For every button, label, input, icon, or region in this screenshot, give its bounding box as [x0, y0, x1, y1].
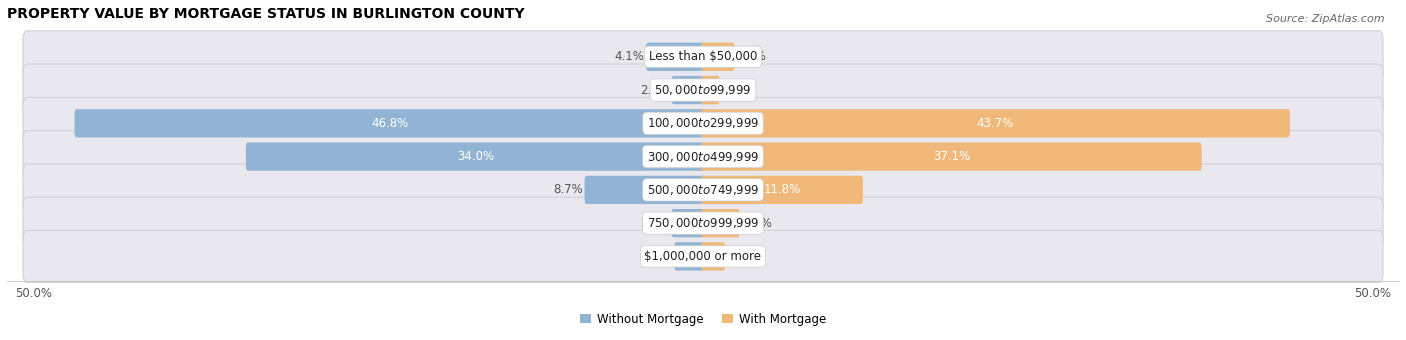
FancyBboxPatch shape [647, 42, 704, 71]
FancyBboxPatch shape [22, 164, 1384, 216]
FancyBboxPatch shape [22, 97, 1384, 149]
Text: 11.8%: 11.8% [763, 183, 800, 197]
FancyBboxPatch shape [246, 142, 704, 171]
Legend: Without Mortgage, With Mortgage: Without Mortgage, With Mortgage [575, 308, 831, 330]
FancyBboxPatch shape [22, 131, 1384, 183]
Text: 37.1%: 37.1% [932, 150, 970, 163]
Text: Source: ZipAtlas.com: Source: ZipAtlas.com [1267, 14, 1385, 23]
FancyBboxPatch shape [702, 76, 720, 104]
FancyBboxPatch shape [702, 176, 863, 204]
Text: 34.0%: 34.0% [457, 150, 494, 163]
Text: $750,000 to $999,999: $750,000 to $999,999 [647, 216, 759, 230]
Text: 1.1%: 1.1% [721, 84, 752, 97]
Text: 2.2%: 2.2% [737, 50, 766, 63]
Text: 43.7%: 43.7% [977, 117, 1014, 130]
FancyBboxPatch shape [675, 242, 704, 271]
Text: $1,000,000 or more: $1,000,000 or more [644, 250, 762, 263]
Text: 46.8%: 46.8% [371, 117, 408, 130]
FancyBboxPatch shape [702, 142, 1202, 171]
FancyBboxPatch shape [585, 176, 704, 204]
Text: Less than $50,000: Less than $50,000 [648, 50, 758, 63]
FancyBboxPatch shape [22, 64, 1384, 116]
Text: 2.2%: 2.2% [640, 217, 669, 230]
Text: 4.1%: 4.1% [614, 50, 644, 63]
Text: $500,000 to $749,999: $500,000 to $749,999 [647, 183, 759, 197]
FancyBboxPatch shape [22, 231, 1384, 283]
FancyBboxPatch shape [702, 109, 1289, 137]
Text: 2.0%: 2.0% [643, 250, 672, 263]
Text: 1.5%: 1.5% [727, 250, 756, 263]
FancyBboxPatch shape [672, 209, 704, 237]
FancyBboxPatch shape [702, 42, 734, 71]
Text: $300,000 to $499,999: $300,000 to $499,999 [647, 150, 759, 164]
FancyBboxPatch shape [22, 31, 1384, 83]
Text: $100,000 to $299,999: $100,000 to $299,999 [647, 116, 759, 130]
Text: PROPERTY VALUE BY MORTGAGE STATUS IN BURLINGTON COUNTY: PROPERTY VALUE BY MORTGAGE STATUS IN BUR… [7, 7, 524, 21]
Text: 2.6%: 2.6% [742, 217, 772, 230]
Text: 8.7%: 8.7% [553, 183, 582, 197]
FancyBboxPatch shape [672, 76, 704, 104]
FancyBboxPatch shape [702, 242, 725, 271]
FancyBboxPatch shape [702, 209, 740, 237]
FancyBboxPatch shape [75, 109, 704, 137]
Text: 2.2%: 2.2% [640, 84, 669, 97]
FancyBboxPatch shape [22, 197, 1384, 249]
Text: $50,000 to $99,999: $50,000 to $99,999 [654, 83, 752, 97]
